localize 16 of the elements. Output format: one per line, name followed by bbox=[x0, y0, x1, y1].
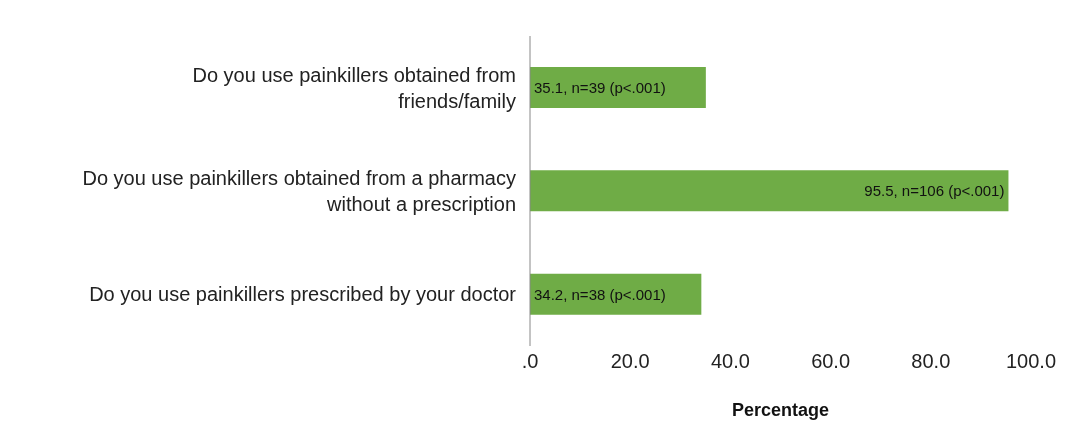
y-tick-label: Do you use painkillers obtained from friends/family bbox=[192, 63, 516, 112]
x-tick-label: 100.0 bbox=[1005, 350, 1057, 373]
y-tick-label: Do you use painkillers obtained from a pharmacy without a prescription bbox=[82, 167, 516, 215]
x-tick-label: .0 bbox=[521, 350, 539, 373]
data-label: 35.1, n=39 (p<.001) bbox=[534, 79, 666, 96]
bar bbox=[530, 67, 706, 108]
data-label: 95.5, n=106 (p<.001) bbox=[864, 182, 1005, 200]
bar bbox=[530, 170, 1009, 212]
bar bbox=[530, 273, 702, 315]
x-axis-title: Percentage bbox=[731, 400, 830, 420]
x-tick-label: 60.0 bbox=[811, 350, 851, 373]
x-tick-label: 80.0 bbox=[911, 350, 951, 373]
x-tick-label: 40.0 bbox=[710, 350, 750, 373]
data-label: 34.2, n=38 (p<.001) bbox=[534, 285, 666, 303]
x-tick-label: 20.0 bbox=[610, 350, 650, 373]
y-tick-label: Do you use painkillers prescribed by your doctor bbox=[89, 283, 517, 306]
